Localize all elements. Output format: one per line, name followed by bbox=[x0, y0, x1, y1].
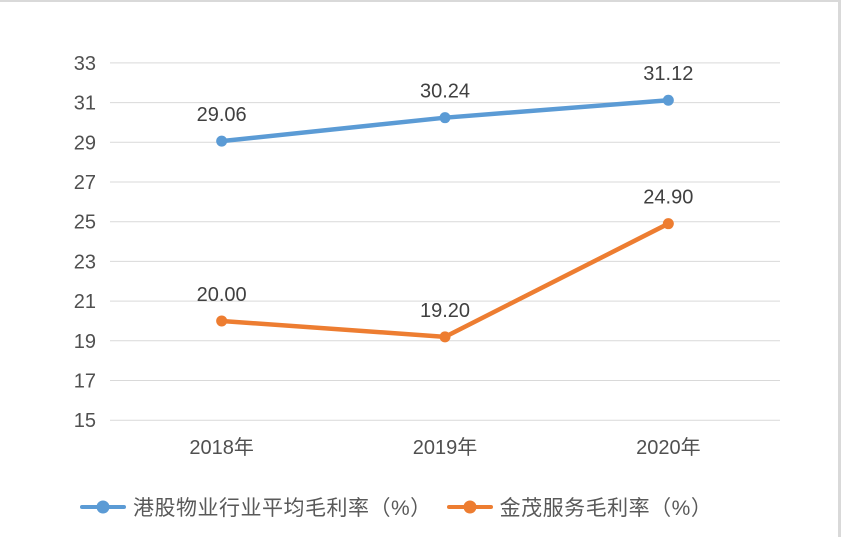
y-axis-tick-label: 27 bbox=[74, 172, 96, 194]
legend-label-series-1: 金茂服务毛利率（%） bbox=[499, 497, 713, 520]
data-point bbox=[216, 315, 228, 327]
y-axis-tick-label: 21 bbox=[74, 291, 96, 313]
data-point bbox=[216, 135, 228, 147]
data-label: 31.12 bbox=[643, 63, 693, 85]
data-point bbox=[662, 94, 674, 106]
data-label: 20.00 bbox=[197, 284, 247, 306]
data-label: 24.90 bbox=[643, 187, 693, 209]
y-axis-tick-label: 19 bbox=[74, 331, 96, 353]
x-axis-tick-label: 2019年 bbox=[413, 436, 478, 459]
x-axis-tick-label: 2018年 bbox=[189, 436, 254, 459]
data-point bbox=[439, 331, 451, 343]
y-axis-tick-label: 33 bbox=[74, 53, 96, 75]
legend-dot-icon bbox=[463, 500, 477, 514]
y-axis-tick-label: 15 bbox=[74, 410, 96, 432]
y-axis-tick-label: 31 bbox=[74, 93, 96, 115]
y-axis-tick-label: 23 bbox=[74, 251, 96, 273]
legend-item-series-0: 港股物业行业平均毛利率（%） bbox=[80, 492, 432, 522]
data-label: 29.06 bbox=[197, 104, 247, 126]
x-axis-tick-label: 2020年 bbox=[636, 436, 701, 459]
y-axis-tick-label: 25 bbox=[74, 212, 96, 234]
data-label: 30.24 bbox=[420, 81, 470, 103]
data-point bbox=[662, 218, 674, 230]
data-point bbox=[439, 112, 451, 124]
y-axis-tick-label: 17 bbox=[74, 371, 96, 393]
y-axis-tick-label: 29 bbox=[74, 132, 96, 154]
legend-marker-line-dot-icon bbox=[446, 500, 493, 514]
legend-marker-line-dot-icon bbox=[80, 500, 126, 514]
legend: 港股物业行业平均毛利率（%） 金茂服务毛利率（%） bbox=[80, 492, 712, 522]
data-label: 19.20 bbox=[420, 300, 470, 322]
legend-label-series-0: 港股物业行业平均毛利率（%） bbox=[133, 497, 432, 520]
legend-item-series-1: 金茂服务毛利率（%） bbox=[446, 492, 713, 522]
legend-dot-icon bbox=[96, 500, 110, 514]
